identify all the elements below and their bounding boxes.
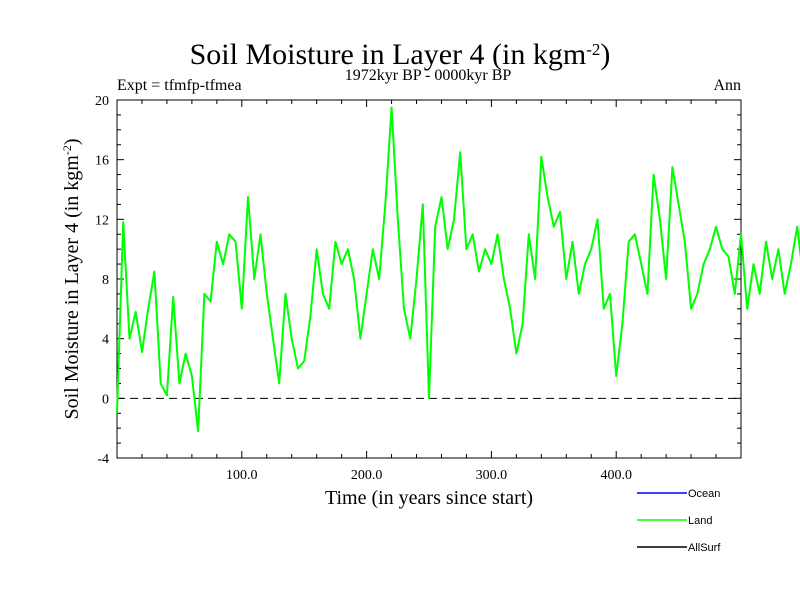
y-tick-label: 8 <box>102 273 109 288</box>
x-axis-label: Time (in years since start) <box>325 487 533 509</box>
chart-title-main: Soil Moisture in Layer 4 (in kgm <box>190 38 587 71</box>
y-tick-label: 0 <box>102 392 109 407</box>
chart-title-exponent: -2 <box>586 40 600 59</box>
legend: Ocean Land AllSurf <box>637 488 721 554</box>
experiment-label: Expt = tfmfp-tfmea <box>117 77 242 94</box>
legend-label-land: Land <box>688 515 712 527</box>
y-axis-label-main: Soil Moisture in Layer 4 (in kgm <box>61 155 83 420</box>
series-line-land <box>116 106 800 433</box>
y-tick-label: 12 <box>95 213 109 228</box>
x-tick-label: 200.0 <box>351 468 383 483</box>
y-axis-label-exponent: -2 <box>60 145 74 155</box>
x-tick-label: 400.0 <box>600 468 632 483</box>
x-tick-label: 100.0 <box>226 468 258 483</box>
period-label: Ann <box>713 77 741 94</box>
legend-label-ocean: Ocean <box>688 488 720 500</box>
chart-title-close: ) <box>600 38 610 71</box>
x-axis: 100.0 200.0 300.0 400.0 <box>141 100 717 483</box>
y-tick-label: 16 <box>95 154 109 169</box>
y-tick-label: 4 <box>102 333 109 348</box>
chart-title: Soil Moisture in Layer 4 (in kgm-2) <box>190 38 611 71</box>
y-axis-label: Soil Moisture in Layer 4 (in kgm-2) <box>60 138 83 419</box>
chart-subtitle: 1972kyr BP - 0000kyr BP <box>345 67 512 84</box>
x-tick-label: 300.0 <box>476 468 508 483</box>
y-axis: -4 0 4 8 12 16 20 <box>95 94 741 467</box>
series-layer <box>116 106 800 433</box>
y-axis-label-close: ) <box>61 138 83 145</box>
y-tick-label: 20 <box>95 94 109 109</box>
y-tick-label: -4 <box>97 452 109 467</box>
legend-label-allsurf: AllSurf <box>688 542 721 554</box>
